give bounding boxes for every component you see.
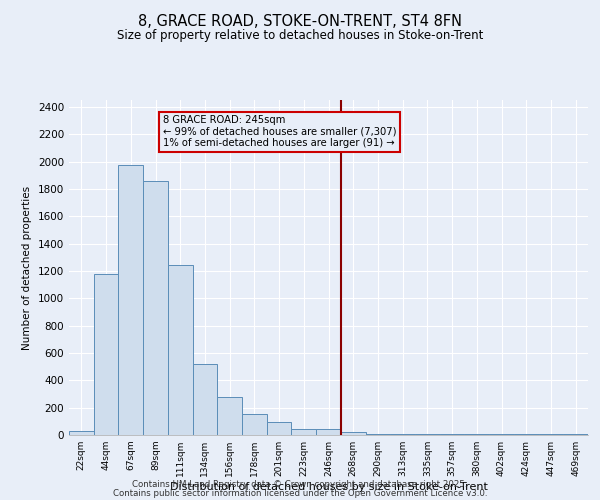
Bar — [143, 180, 168, 435]
Text: Contains public sector information licensed under the Open Government Licence v3: Contains public sector information licen… — [113, 488, 487, 498]
Bar — [193, 364, 217, 435]
Bar — [415, 434, 440, 435]
Bar — [390, 434, 415, 435]
Bar — [440, 434, 464, 435]
Bar — [316, 429, 341, 435]
Bar — [242, 414, 267, 435]
Bar — [514, 434, 539, 435]
Text: 8, GRACE ROAD, STOKE-ON-TRENT, ST4 8FN: 8, GRACE ROAD, STOKE-ON-TRENT, ST4 8FN — [138, 14, 462, 29]
Y-axis label: Number of detached properties: Number of detached properties — [22, 186, 32, 350]
Text: 8 GRACE ROAD: 245sqm
← 99% of detached houses are smaller (7,307)
1% of semi-det: 8 GRACE ROAD: 245sqm ← 99% of detached h… — [163, 115, 397, 148]
Bar — [69, 431, 94, 435]
Bar — [94, 274, 118, 435]
Bar — [217, 398, 242, 435]
Text: Contains HM Land Registry data © Crown copyright and database right 2025.: Contains HM Land Registry data © Crown c… — [132, 480, 468, 489]
Bar — [489, 434, 514, 435]
X-axis label: Distribution of detached houses by size in Stoke-on-Trent: Distribution of detached houses by size … — [170, 482, 487, 492]
Bar — [365, 434, 390, 435]
Bar — [464, 434, 489, 435]
Bar — [539, 434, 563, 435]
Bar — [341, 432, 365, 435]
Bar — [267, 422, 292, 435]
Text: Size of property relative to detached houses in Stoke-on-Trent: Size of property relative to detached ho… — [117, 29, 483, 42]
Bar — [118, 165, 143, 435]
Bar — [563, 434, 588, 435]
Bar — [292, 429, 316, 435]
Bar — [168, 266, 193, 435]
